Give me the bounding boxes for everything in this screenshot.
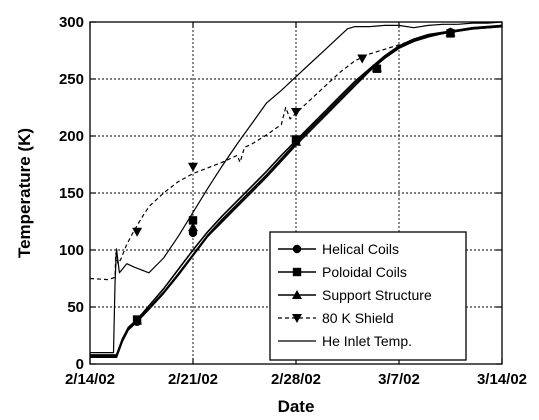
x-tick-label: 2/14/02: [65, 371, 115, 388]
y-tick-label: 0: [76, 356, 84, 373]
legend-label: Support Structure: [322, 287, 432, 303]
legend: Helical Coils Poloidal Coils Support Struc…: [269, 231, 467, 361]
series-line-3: [89, 24, 503, 281]
x-tick-label: 3/7/02: [378, 371, 420, 388]
legend-box: [269, 231, 467, 361]
series-marker-2: [371, 62, 382, 72]
series-line-1: [90, 24, 503, 356]
legend-label: Poloidal Coils: [322, 264, 407, 280]
axis-ticks: 0 50 100 150 200 250 300 2/14/02 2/21/02 2/28/02 3…: [59, 14, 527, 388]
series-marker-3: [357, 54, 368, 64]
x-axis-title: Date: [278, 397, 315, 416]
legend-swatch-marker: [292, 244, 302, 254]
series-marker-1: [188, 216, 198, 225]
series-marker-3: [132, 227, 143, 237]
x-tick-label: 2/28/02: [271, 371, 321, 388]
series-marker-2: [188, 222, 198, 232]
legend-label: 80 K Shield: [322, 310, 394, 326]
x-tick-label: 2/21/02: [168, 371, 218, 388]
y-tick-label: 250: [59, 71, 84, 88]
y-tick-label: 150: [59, 185, 84, 202]
y-tick-label: 50: [67, 299, 84, 316]
series-line-4: [90, 21, 503, 354]
y-tick-label: 300: [59, 14, 84, 31]
series-lines: [89, 21, 503, 359]
legend-swatch-marker: [292, 314, 302, 323]
series-marker-2: [132, 315, 143, 325]
legend-label: He Inlet Temp.: [322, 333, 412, 349]
legend-swatch-marker: [292, 267, 302, 277]
y-tick-label: 200: [59, 128, 84, 145]
series-marker-3: [188, 162, 198, 172]
series-marker-3: [291, 108, 301, 118]
y-tick-label: 100: [59, 242, 84, 259]
x-tick-label: 3/14/02: [477, 371, 527, 388]
legend-swatch-marker: [292, 290, 302, 299]
series-markers: [132, 27, 456, 327]
series-marker-2: [291, 136, 301, 146]
y-axis-title: Temperature (K): [15, 128, 34, 258]
series-marker-2: [445, 27, 456, 37]
legend-label: Helical Coils: [322, 241, 399, 257]
series-line-0: [90, 25, 503, 359]
